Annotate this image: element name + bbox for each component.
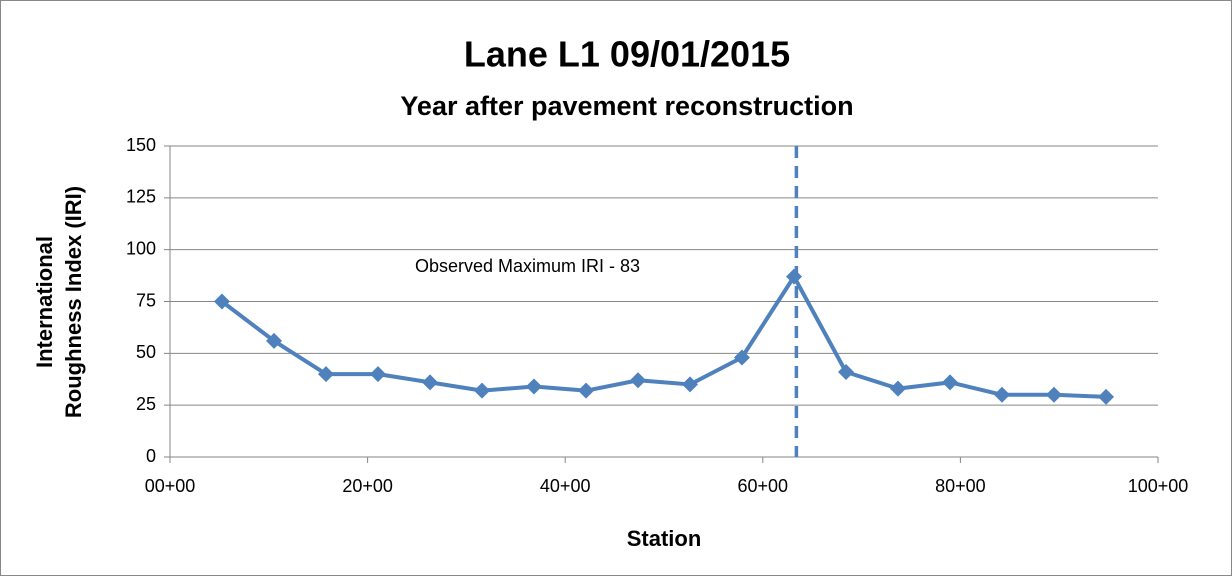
marker <box>733 349 750 366</box>
x-tick-label: 60+00 <box>738 476 789 496</box>
marker <box>422 374 439 391</box>
x-tick-label: 80+00 <box>935 476 986 496</box>
marker <box>942 374 959 391</box>
marker <box>889 380 906 397</box>
marker <box>993 386 1010 403</box>
x-axis-label: Station <box>627 526 702 551</box>
marker <box>837 363 854 380</box>
y-tick-label: 50 <box>136 342 156 362</box>
x-tick-label: 100+00 <box>1128 476 1189 496</box>
x-tick-label: 20+00 <box>342 476 393 496</box>
chart-title: Lane L1 09/01/2015 <box>464 34 790 75</box>
y-tick-label: 75 <box>136 290 156 310</box>
marker <box>525 378 542 395</box>
marker <box>578 382 595 399</box>
line <box>220 274 1107 399</box>
marker <box>1098 388 1115 405</box>
y-tick-label: 150 <box>126 135 156 155</box>
x-tick-label: 00+00 <box>145 476 196 496</box>
marker <box>474 382 491 399</box>
marker <box>213 293 230 310</box>
y-tick-label: 25 <box>136 394 156 414</box>
marker <box>630 372 647 389</box>
marker <box>266 332 283 349</box>
marker <box>1045 386 1062 403</box>
y-tick-label: 0 <box>146 446 156 466</box>
chart-subtitle: Year after pavement reconstruction <box>400 91 853 121</box>
annotation: Observed Maximum IRI - 83 <box>415 256 640 276</box>
x-tick-label: 40+00 <box>540 476 591 496</box>
y-tick-label: 100 <box>126 238 156 258</box>
y-tick-label: 125 <box>126 187 156 207</box>
marker <box>369 366 386 383</box>
y-axis-label: International <box>32 236 57 368</box>
marker <box>681 376 698 393</box>
y-axis-label: Roughness Index (IRI) <box>61 186 86 418</box>
marker <box>318 366 335 383</box>
